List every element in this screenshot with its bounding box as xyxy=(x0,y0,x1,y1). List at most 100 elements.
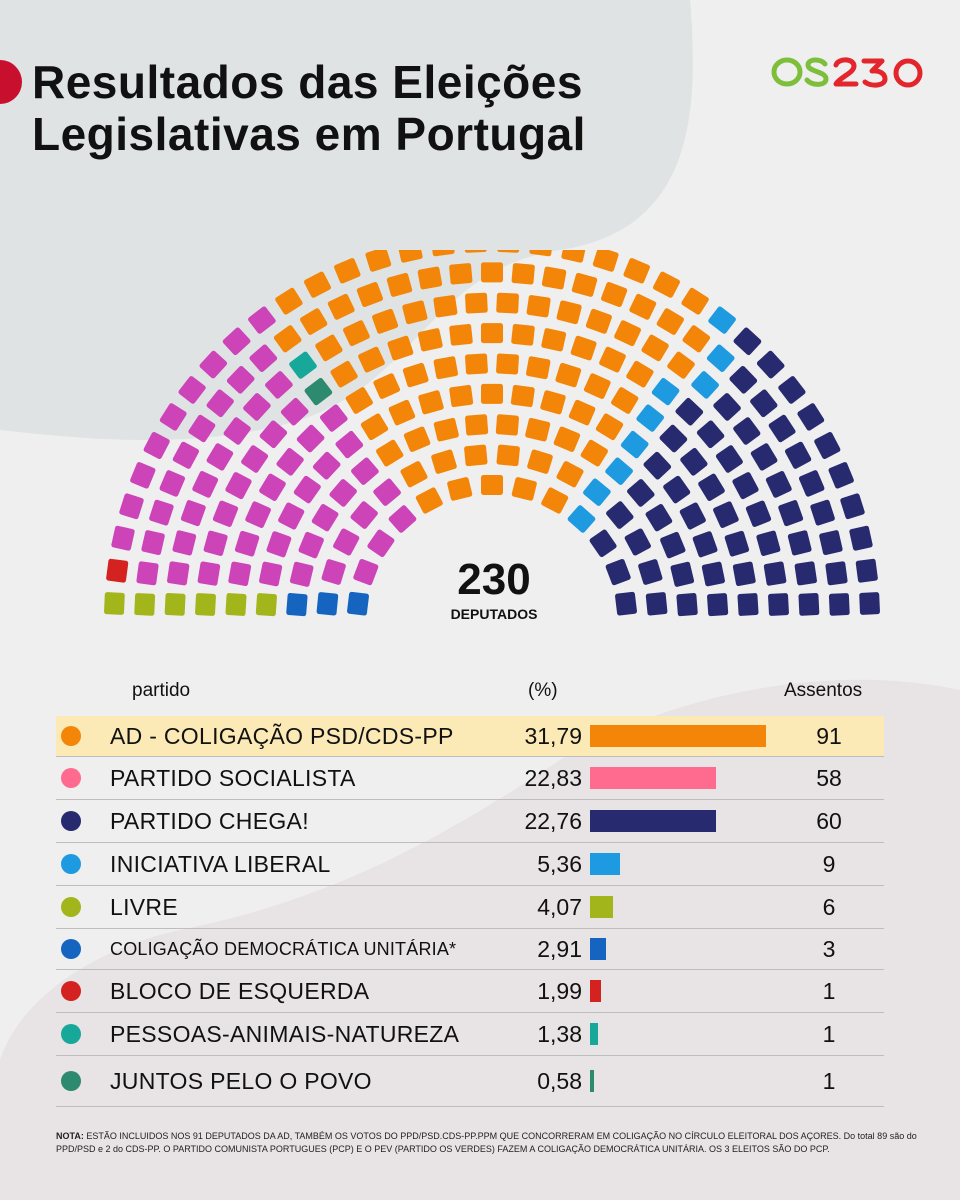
party-color-dot xyxy=(61,854,81,874)
table-row: PARTIDO SOCIALISTA 22,83 58 xyxy=(56,757,884,800)
seat-ad xyxy=(449,384,474,408)
seat-ad xyxy=(592,250,619,272)
seat-ps xyxy=(241,445,269,473)
party-name: AD - COLIGAÇÃO PSD/CDS-PP xyxy=(110,722,454,749)
seat-ad xyxy=(300,308,328,335)
seat-ad xyxy=(303,271,332,298)
seat-ad xyxy=(417,328,443,352)
seat-ad xyxy=(561,250,587,263)
seat-ad xyxy=(360,413,389,441)
vote-bar xyxy=(590,1023,598,1045)
party-name: PARTIDO CHEGA! xyxy=(110,807,309,834)
seat-ad xyxy=(402,362,429,388)
vote-bar xyxy=(590,853,620,875)
seat-ad xyxy=(415,487,443,514)
seat-chega xyxy=(778,376,806,404)
seat-ps xyxy=(206,443,234,471)
seat-chega xyxy=(645,504,673,532)
seat-ad xyxy=(376,439,404,467)
seat-ad xyxy=(583,373,611,399)
seat-livre xyxy=(104,592,125,615)
seat-ad xyxy=(555,362,582,388)
table-row: COLIGAÇÃO DEMOCRÁTICA UNITÁRIA* 2,91 3 xyxy=(56,929,884,970)
seat-ad xyxy=(641,334,669,362)
total-seats-label: DEPUTADOS xyxy=(450,606,538,622)
accent-dot xyxy=(0,60,22,104)
seat-livre xyxy=(164,593,186,616)
seat-count: 1 xyxy=(822,1020,836,1047)
seat-ad xyxy=(623,258,650,284)
seat-chega xyxy=(750,389,778,418)
table-row: INICIATIVA LIBERAL 5,36 9 xyxy=(56,843,884,886)
column-header-party: partido xyxy=(132,680,191,701)
seat-chega xyxy=(810,499,835,526)
title-line-2: Legislativas em Portugal xyxy=(32,108,586,160)
seat-ad xyxy=(681,287,709,315)
seat-chega xyxy=(676,593,698,617)
seat-chega xyxy=(745,500,772,527)
seat-ps xyxy=(188,414,216,443)
seat-ps xyxy=(293,475,321,504)
seat-ad xyxy=(525,356,551,380)
seat-ps xyxy=(159,403,187,431)
seat-ps xyxy=(266,531,292,558)
bar-track xyxy=(590,767,790,789)
seat-chega xyxy=(763,561,787,586)
seat-ps xyxy=(206,389,234,418)
seat-ad xyxy=(553,426,581,452)
seat-ad xyxy=(611,387,639,414)
seat-cdu xyxy=(347,591,369,616)
seat-chega xyxy=(828,462,854,489)
seat-ps xyxy=(259,473,286,501)
seat-chega xyxy=(768,593,789,616)
bar-track xyxy=(590,980,790,1002)
seat-ad xyxy=(496,444,520,467)
seat-ad xyxy=(431,449,457,474)
seat-chega xyxy=(768,414,796,443)
vote-percentage: 4,07 xyxy=(537,893,582,920)
seat-chega xyxy=(794,561,817,586)
seat-ad xyxy=(275,287,303,315)
table-row: LIVRE 4,07 6 xyxy=(56,886,884,929)
seat-ad xyxy=(330,360,358,388)
seat-chega xyxy=(713,393,741,421)
seat-chega xyxy=(707,593,729,617)
seat-ad xyxy=(540,390,566,415)
seat-ps xyxy=(367,529,395,558)
seat-ad xyxy=(449,323,473,346)
seat-ps xyxy=(298,531,324,559)
seat-ad xyxy=(667,351,695,379)
seat-chega xyxy=(660,531,686,559)
seat-ps xyxy=(353,558,379,586)
seat-ad xyxy=(580,439,608,467)
seat-chega xyxy=(679,502,706,530)
seat-chega xyxy=(645,592,668,616)
seat-ps xyxy=(259,420,288,449)
seat-ps xyxy=(335,430,364,459)
seat-ad xyxy=(511,477,537,501)
vote-bar xyxy=(590,896,613,918)
seat-count: 60 xyxy=(816,807,842,834)
seat-ps xyxy=(143,431,170,460)
bar-track xyxy=(590,1023,790,1045)
seat-count: 1 xyxy=(822,977,836,1004)
seat-ad xyxy=(626,360,654,388)
seat-ps xyxy=(141,530,165,556)
seat-ps xyxy=(159,470,186,497)
seat-chega xyxy=(698,473,725,501)
seat-ad xyxy=(510,384,535,408)
seat-ad xyxy=(356,281,383,308)
seat-be xyxy=(106,558,129,583)
seat-ps xyxy=(319,404,348,432)
seat-count: 1 xyxy=(822,1067,836,1094)
seat-ad xyxy=(387,335,414,361)
seat-ad xyxy=(334,258,361,284)
seat-ps xyxy=(199,350,228,379)
vote-percentage: 0,58 xyxy=(537,1067,582,1094)
party-color-dot xyxy=(61,726,81,746)
party-name: BLOCO DE ESQUERDA xyxy=(110,977,370,1004)
column-header-percent: (%) xyxy=(528,680,558,701)
seat-ps xyxy=(172,441,200,469)
seat-ad xyxy=(556,300,582,325)
